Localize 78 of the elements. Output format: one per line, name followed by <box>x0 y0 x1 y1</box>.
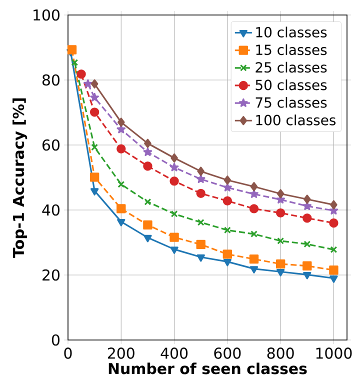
point <box>170 162 179 172</box>
point <box>170 153 178 163</box>
point <box>90 172 100 182</box>
point <box>276 208 286 218</box>
x-axis-title: Number of seen classes <box>108 362 307 374</box>
point <box>144 198 152 206</box>
x-tick-label: 1000 <box>316 348 352 359</box>
y-tick-label: 60 <box>42 139 60 151</box>
point <box>197 166 205 176</box>
point <box>249 204 259 214</box>
point <box>303 194 311 204</box>
y-tick-label: 80 <box>42 74 60 86</box>
y-tick-label: 20 <box>42 269 60 281</box>
point <box>76 70 86 79</box>
point <box>224 226 231 234</box>
legend-label: 100 classes <box>256 114 336 126</box>
point <box>196 174 206 183</box>
point <box>117 219 126 226</box>
point <box>196 240 206 250</box>
point <box>144 234 152 242</box>
y-tick-label: 0 <box>52 334 60 346</box>
point <box>302 261 312 270</box>
legend-label: 50 classes <box>256 79 327 90</box>
point <box>222 196 232 206</box>
point <box>329 266 338 275</box>
point <box>143 148 152 156</box>
point <box>116 204 126 214</box>
point <box>170 176 179 186</box>
point <box>67 45 77 54</box>
point <box>224 175 232 185</box>
point <box>90 188 99 196</box>
point <box>250 230 258 238</box>
point <box>222 250 232 259</box>
point <box>143 162 152 171</box>
point <box>71 58 78 66</box>
point <box>118 180 125 188</box>
point <box>276 259 286 269</box>
point <box>330 276 338 283</box>
point <box>329 218 338 228</box>
point <box>302 214 312 223</box>
x-tick-label: 800 <box>267 348 294 359</box>
point <box>90 79 98 88</box>
point <box>116 144 126 154</box>
point <box>197 218 204 226</box>
point <box>196 188 206 198</box>
legend-label: 15 classes <box>256 44 327 56</box>
y-tick-label: 40 <box>42 204 60 216</box>
point <box>277 237 284 244</box>
point <box>250 182 258 192</box>
x-tick-label: 400 <box>160 348 188 359</box>
point <box>330 246 338 254</box>
legend-label: 25 classes <box>256 62 327 73</box>
point <box>117 118 125 127</box>
point <box>304 240 311 248</box>
y-tick-label: 100 <box>34 9 60 21</box>
point <box>196 254 205 262</box>
point <box>250 266 258 274</box>
point <box>170 232 179 242</box>
x-tick-label: 600 <box>214 348 241 359</box>
point <box>170 246 178 254</box>
x-tick-label: 0 <box>64 348 72 359</box>
point <box>144 138 152 148</box>
point <box>91 144 98 151</box>
y-axis-title: Top-1 Accuracy [%] <box>12 98 28 258</box>
point <box>143 220 152 230</box>
legend-label: 75 classes <box>256 97 327 108</box>
point <box>249 254 259 264</box>
point <box>276 189 284 198</box>
point <box>303 272 312 280</box>
point <box>276 269 285 276</box>
legend-label: 10 classes <box>256 26 327 38</box>
point <box>223 258 232 266</box>
x-tick-label: 200 <box>108 348 134 359</box>
point <box>90 108 100 117</box>
point <box>170 210 178 218</box>
point <box>84 79 92 88</box>
point <box>90 92 99 102</box>
point <box>330 200 338 210</box>
